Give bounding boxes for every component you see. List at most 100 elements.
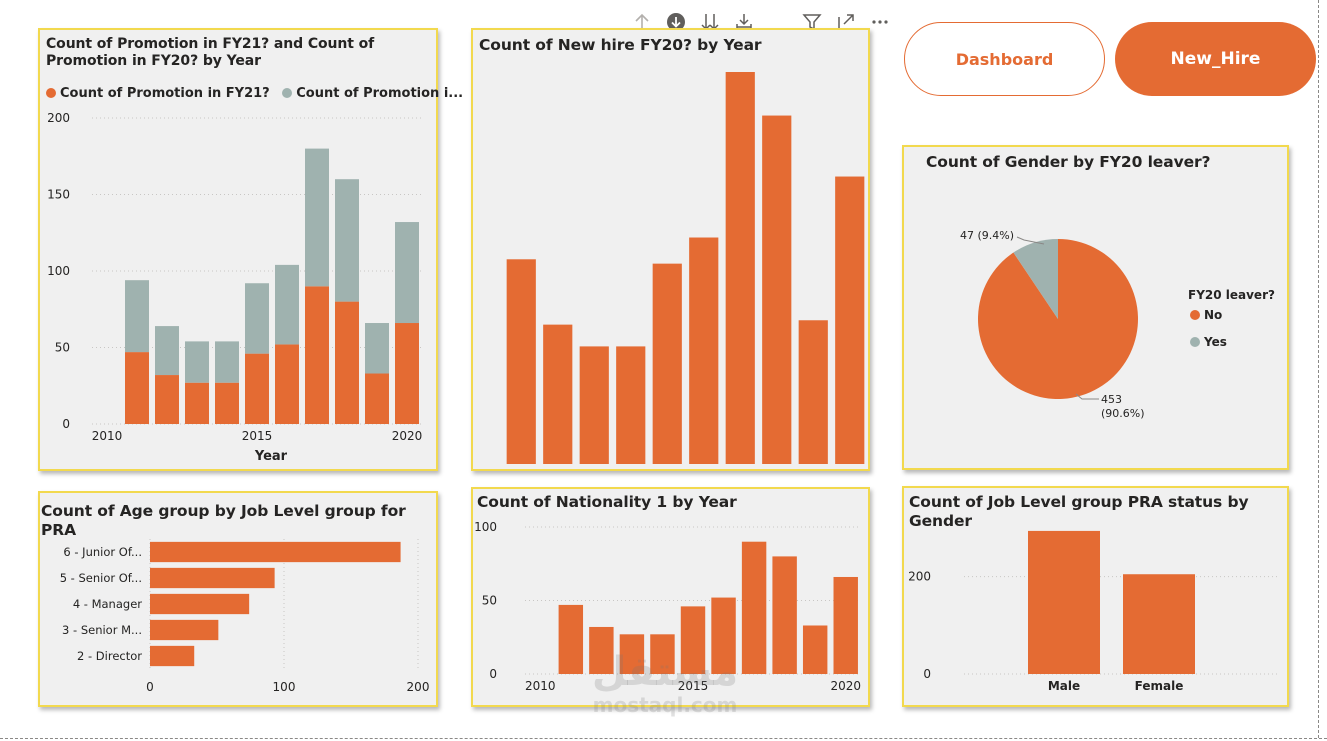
bar-fy21 [305,286,329,424]
y-tick-label: 200 [47,111,70,125]
bar [589,626,614,674]
bar-fy20 [245,283,269,354]
agegroup-chart-card[interactable]: Count of Age group by Job Level group fo… [38,491,438,707]
bar-fy21 [395,323,419,424]
leader-line [1075,393,1099,400]
bar [762,115,792,465]
bar [506,259,536,464]
chart-title: Count of Job Level group PRA status by G… [909,493,1249,530]
x-tick-label: 2020 [830,679,861,693]
bar [150,593,250,615]
bar-fy20 [395,222,419,324]
chart-title: Count of Age group by Job Level group fo… [41,502,406,539]
bar [150,541,401,563]
bar [680,606,706,674]
bar [652,263,682,464]
legend-swatch [1190,337,1200,347]
expand-next-level-icon[interactable] [730,10,758,34]
chart-title: Count of Gender by FY20 leaver? [926,153,1211,171]
newhire-chart-card[interactable]: Count of New hire FY20? by Year [471,28,870,471]
y-tick-label: 3 - Senior M... [62,623,142,637]
y-tick-label: 5 - Senior Of... [60,571,142,585]
y-tick-label: 0 [489,667,497,681]
bar [150,567,275,589]
x-tick-label: Female [1135,679,1184,693]
more-options-icon[interactable] [866,10,894,34]
bar [150,645,195,667]
legend-item[interactable]: Count of Promotion in FY21? [46,86,270,101]
leader-line [1016,236,1045,245]
bar [1123,574,1195,674]
y-tick-label: 50 [55,341,70,355]
bar [711,597,736,674]
joblevel-gender-plot: 0 200 Male Female [908,530,1279,693]
watermark-latin: mostaql.com [592,693,738,717]
chart-legend: Count of Promotion in FY21? Count of Pro… [46,86,463,101]
bar [802,625,828,674]
bar-fy20 [125,280,149,353]
bar-fy21 [215,382,239,424]
bar-fy20 [365,323,389,374]
watermark-arabic: مستقل [591,649,739,695]
legend-label: Count of Promotion i... [296,86,464,101]
bar [579,346,609,464]
newhire-plot [506,72,865,465]
chart-title: Count of New hire FY20? by Year [479,36,762,54]
bar-fy20 [305,148,329,287]
y-tick-label: 50 [482,594,497,608]
gender-leaver-chart-card[interactable]: Count of Gender by FY20 leaver? 453 (90.6… [902,145,1289,470]
promotion-plot: 0 50 100 150 200 2010 2015 2020 Year [47,111,423,464]
x-tick-label: 2015 [242,429,273,443]
promotion-chart-card[interactable]: Count of Promotion in FY21? and Count of… [38,28,463,471]
y-tick-label: 0 [62,417,70,431]
legend-label: No [1204,308,1222,322]
data-label-yes: 47 (9.4%) [960,229,1014,242]
data-label-no-pct: (90.6%) [1101,407,1145,420]
y-tick-label: 0 [923,667,931,681]
legend-item[interactable]: Count of Promotion i... [282,86,463,101]
new-hire-button[interactable]: New_Hire [1115,22,1316,96]
x-tick-label: 2020 [392,429,423,443]
bar [798,320,828,464]
bar-fy21 [125,352,149,424]
y-tick-label: 100 [47,264,70,278]
x-tick-label: 100 [273,680,296,694]
bar [543,324,573,464]
bar-fy20 [275,264,299,345]
nationality-chart-card[interactable]: Count of Nationality 1 by Year 0 50 100 201… [471,487,870,707]
bar [689,237,719,464]
y-tick-label: 100 [474,520,497,534]
chart-title: Count of Nationality 1 by Year [477,493,737,511]
joblevel-gender-chart-card[interactable]: Count of Job Level group PRA status by G… [902,486,1289,707]
x-tick-label: Male [1048,679,1080,693]
bar [833,576,858,674]
bar-fy20 [215,341,239,383]
agegroup-plot: 0 100 200 6 - Junior Of... 5 - Senior Of... 4… [60,539,429,694]
canvas-border-right [1318,0,1319,738]
bar [772,556,797,674]
arrow-up-icon[interactable] [628,10,656,34]
bar-fy21 [155,375,179,424]
legend-swatch [1190,310,1200,320]
bar [150,619,219,641]
canvas-border-bottom [0,738,1327,739]
y-tick-label: 200 [908,570,931,584]
y-tick-label: 6 - Junior Of... [63,545,142,559]
gender-leaver-plot: 453(90.6%) 47 (9.4%) FY20 leaver? No Yes [960,229,1275,420]
bar-fy20 [185,341,209,383]
drill-down-icon[interactable] [662,10,690,34]
legend-swatch [282,88,293,98]
bar [835,176,865,465]
data-label-no-value: 453 [1101,393,1122,406]
legend-label: Count of Promotion in FY21? [60,86,270,101]
bar-fy21 [365,373,389,424]
bar-fy20 [335,179,359,302]
bar-fy21 [275,344,299,424]
dashboard-button[interactable]: Dashboard [904,22,1105,96]
y-tick-label: 2 - Director [77,649,142,663]
x-tick-label: 2010 [525,679,556,693]
legend-swatch [46,88,56,98]
legend-label: Yes [1203,335,1227,349]
x-tick-label: 2015 [678,679,709,693]
watermark: مستقل mostaql.com [575,650,755,716]
